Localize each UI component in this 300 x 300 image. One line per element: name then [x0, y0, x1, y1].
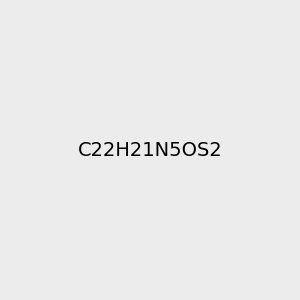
Text: C22H21N5OS2: C22H21N5OS2: [78, 140, 222, 160]
